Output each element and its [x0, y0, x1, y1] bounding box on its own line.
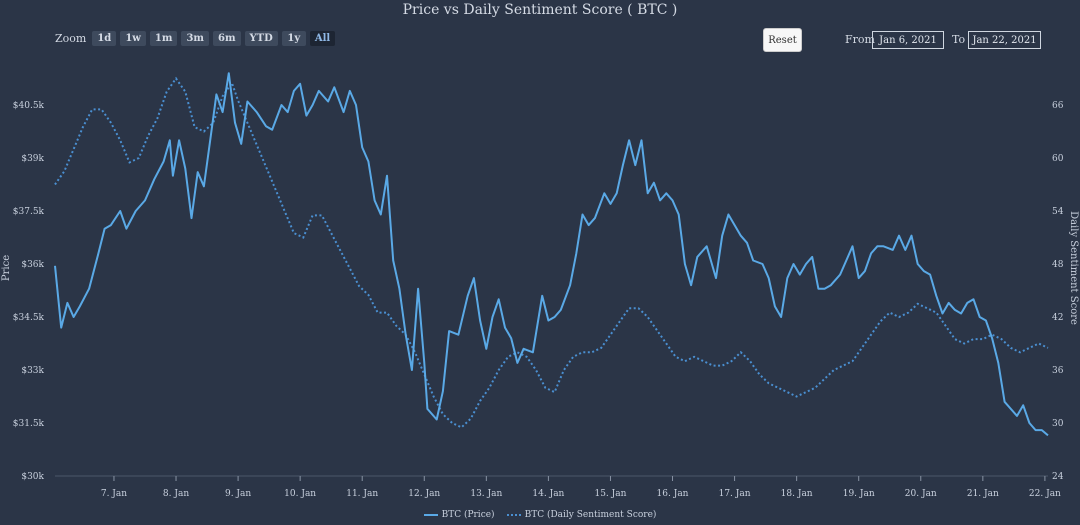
- x-tick-label: 16. Jan: [657, 489, 689, 499]
- sentiment-series-line: [54, 76, 1049, 429]
- x-tick-label: 22. Jan: [1029, 489, 1061, 499]
- zoom-1d-button[interactable]: 1d: [92, 31, 117, 46]
- y-left-tick-label: $34.5k: [13, 313, 45, 323]
- y-right-tick-label: 42: [1052, 313, 1063, 323]
- zoom-1m-button[interactable]: 1m: [149, 31, 178, 46]
- x-tick-label: 12. Jan: [408, 489, 440, 499]
- y-right-tick-label: 54: [1052, 207, 1064, 217]
- zoom-3m-button[interactable]: 3m: [181, 31, 209, 46]
- y-left-tick-label: $31.5k: [13, 419, 45, 429]
- x-tick-label: 9. Jan: [225, 489, 251, 499]
- to-label: To: [952, 33, 966, 46]
- x-tick-label: 10. Jan: [284, 489, 316, 499]
- x-tick-label: 15. Jan: [594, 489, 626, 499]
- legend-item-price[interactable]: BTC (Price): [423, 510, 495, 520]
- zoom-controls: Zoom 1d 1w 1m 3m 6m YTD 1y All: [55, 31, 336, 46]
- to-date-input[interactable]: Jan 22, 2021: [968, 31, 1041, 49]
- legend-sentiment-label: BTC (Daily Sentiment Score): [524, 510, 657, 520]
- x-tick-label: 20. Jan: [905, 489, 937, 499]
- y-left-tick-label: $39k: [21, 154, 44, 164]
- reset-button[interactable]: Reset: [763, 28, 802, 52]
- zoom-label: Zoom: [55, 32, 87, 45]
- zoom-1y-button[interactable]: 1y: [281, 31, 306, 46]
- y-right-tick-label: 24: [1052, 472, 1064, 482]
- y-left-tick-label: $33k: [21, 366, 44, 376]
- x-tick-label: 14. Jan: [532, 489, 564, 499]
- y-right-axis-title: Daily Sentiment Score: [1068, 211, 1079, 325]
- x-tick-label: 17. Jan: [719, 489, 751, 499]
- y-left-tick-label: $40.5k: [13, 101, 45, 111]
- y-left-axis-title: Price: [1, 255, 12, 281]
- zoom-1w-button[interactable]: 1w: [120, 31, 146, 46]
- from-date-input[interactable]: Jan 6, 2021: [872, 31, 944, 49]
- price-series-line: [54, 72, 1049, 437]
- zoom-all-button[interactable]: All: [309, 31, 336, 46]
- zoom-6m-button[interactable]: 6m: [213, 31, 241, 46]
- y-right-tick-label: 30: [1052, 419, 1064, 429]
- x-tick-label: 19. Jan: [843, 489, 875, 499]
- x-tick-label: 8. Jan: [163, 489, 189, 499]
- y-left-tick-label: $30k: [21, 472, 44, 482]
- legend-price-label: BTC (Price): [441, 510, 495, 520]
- x-tick-label: 7. Jan: [101, 489, 127, 499]
- x-tick-label: 21. Jan: [967, 489, 999, 499]
- y-right-tick-label: 66: [1052, 101, 1064, 111]
- x-tick-label: 13. Jan: [470, 489, 502, 499]
- y-right-tick-label: 48: [1052, 260, 1064, 270]
- y-left-tick-label: $36k: [21, 260, 44, 270]
- y-right-tick-label: 36: [1052, 366, 1064, 376]
- zoom-ytd-button[interactable]: YTD: [244, 31, 278, 46]
- y-right-tick-label: 60: [1052, 154, 1064, 164]
- from-label: From: [845, 33, 875, 46]
- y-left-tick-label: $37.5k: [13, 207, 45, 217]
- x-tick-label: 18. Jan: [781, 489, 813, 499]
- legend: BTC (Price) BTC (Daily Sentiment Score): [0, 510, 1080, 520]
- legend-item-sentiment[interactable]: BTC (Daily Sentiment Score): [506, 510, 657, 520]
- chart-title: Price vs Daily Sentiment Score ( BTC ): [402, 2, 678, 18]
- x-tick-label: 11. Jan: [346, 489, 378, 499]
